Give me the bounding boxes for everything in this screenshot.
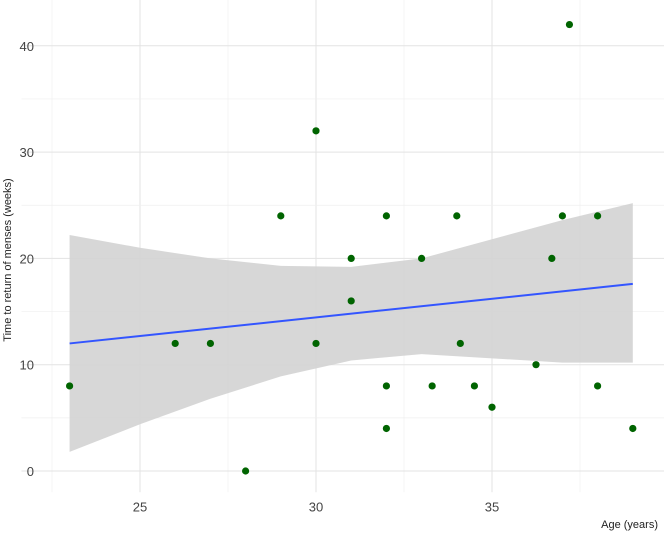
data-point	[594, 382, 602, 390]
regression-line	[69, 282, 633, 345]
tick-labels: 25 30 35 0 10 20 30 40	[20, 39, 500, 514]
x-tick-label: 25	[133, 499, 147, 514]
data-point	[277, 212, 285, 220]
data-point	[488, 403, 496, 411]
data-point	[594, 212, 602, 220]
data-point	[418, 254, 426, 262]
y-tick-label: 40	[20, 39, 34, 54]
data-point	[171, 339, 179, 348]
data-point	[456, 339, 464, 348]
y-tick-label: 0	[27, 464, 34, 479]
data-point	[453, 212, 461, 220]
points	[66, 20, 637, 475]
confidence-band-area	[69, 203, 633, 452]
data-point	[558, 212, 567, 220]
data-point	[347, 254, 355, 262]
x-tick-label: 35	[485, 499, 499, 514]
data-point	[428, 382, 436, 390]
y-tick-label: 10	[20, 358, 34, 373]
data-point	[532, 361, 540, 369]
y-tick-label: 30	[20, 145, 34, 160]
y-axis-label: Time to return of menses (weeks)	[2, 178, 14, 341]
data-point	[548, 254, 556, 262]
data-point	[347, 297, 355, 305]
fit-line	[69, 282, 633, 345]
data-point	[629, 424, 637, 433]
data-point	[382, 424, 390, 433]
x-axis-label: Age (years)	[601, 519, 658, 531]
data-point	[382, 382, 390, 390]
data-point	[312, 339, 320, 348]
x-tick-label: 30	[309, 499, 323, 514]
data-point	[242, 467, 250, 475]
y-tick-label: 20	[20, 251, 34, 266]
data-point	[470, 382, 478, 390]
data-point	[565, 20, 574, 29]
data-point	[66, 382, 74, 390]
confidence-band	[69, 203, 633, 452]
data-point	[206, 339, 214, 348]
data-point	[312, 127, 320, 135]
data-point	[382, 212, 390, 220]
